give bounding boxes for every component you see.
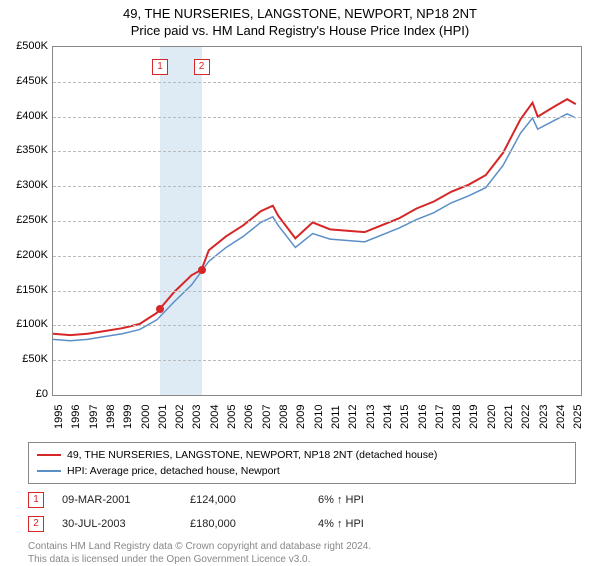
attribution: Contains HM Land Registry data © Crown c… xyxy=(28,540,576,566)
x-axis-label: 2025 xyxy=(572,405,584,429)
series-line-price_paid xyxy=(53,99,576,335)
y-axis-label: £0 xyxy=(36,388,48,400)
chart-footer: 49, THE NURSERIES, LANGSTONE, NEWPORT, N… xyxy=(28,442,576,566)
gridline xyxy=(53,186,581,187)
x-axis-label: 2001 xyxy=(157,405,169,429)
sale-row: 2 30-JUL-2003 £180,000 4% ↑ HPI xyxy=(28,516,576,532)
sale-marker-flag: 1 xyxy=(152,59,168,75)
x-axis-label: 2019 xyxy=(468,405,480,429)
x-axis-label: 2018 xyxy=(451,405,463,429)
title-subtitle: Price paid vs. HM Land Registry's House … xyxy=(0,23,600,40)
chart-container: 49, THE NURSERIES, LANGSTONE, NEWPORT, N… xyxy=(0,0,600,560)
y-axis-label: £400K xyxy=(16,110,48,122)
x-axis-label: 1997 xyxy=(88,405,100,429)
y-axis-label: £450K xyxy=(16,75,48,87)
x-axis-label: 2023 xyxy=(538,405,550,429)
x-axis-label: 2020 xyxy=(486,405,498,429)
legend-swatch xyxy=(37,454,61,456)
x-axis-label: 2005 xyxy=(226,405,238,429)
gridline xyxy=(53,151,581,152)
y-axis-label: £350K xyxy=(16,144,48,156)
x-axis-label: 2012 xyxy=(347,405,359,429)
sale-date: 30-JUL-2003 xyxy=(62,518,172,530)
sale-point-marker xyxy=(156,305,164,313)
sale-point-marker xyxy=(198,266,206,274)
x-axis-label: 2014 xyxy=(382,405,394,429)
x-axis-label: 2010 xyxy=(313,405,325,429)
legend: 49, THE NURSERIES, LANGSTONE, NEWPORT, N… xyxy=(28,442,576,484)
sale-marker-icon: 1 xyxy=(28,492,44,508)
x-axis-label: 2017 xyxy=(434,405,446,429)
x-axis-label: 2009 xyxy=(295,405,307,429)
x-axis-label: 1996 xyxy=(70,405,82,429)
y-axis-label: £250K xyxy=(16,214,48,226)
y-axis-label: £200K xyxy=(16,249,48,261)
x-axis-label: 2021 xyxy=(503,405,515,429)
legend-label: 49, THE NURSERIES, LANGSTONE, NEWPORT, N… xyxy=(67,449,437,461)
x-axis-label: 2022 xyxy=(520,405,532,429)
legend-row: 49, THE NURSERIES, LANGSTONE, NEWPORT, N… xyxy=(37,447,567,463)
gridline xyxy=(53,325,581,326)
gridline xyxy=(53,117,581,118)
sale-row: 1 09-MAR-2001 £124,000 6% ↑ HPI xyxy=(28,492,576,508)
x-axis-label: 1995 xyxy=(53,405,65,429)
x-axis-label: 2000 xyxy=(140,405,152,429)
sale-marker-flag: 2 xyxy=(194,59,210,75)
sale-delta: 6% ↑ HPI xyxy=(318,494,364,506)
attribution-line: Contains HM Land Registry data © Crown c… xyxy=(28,540,576,553)
x-axis-label: 2004 xyxy=(209,405,221,429)
legend-row: HPI: Average price, detached house, Newp… xyxy=(37,463,567,479)
gridline xyxy=(53,291,581,292)
title-address: 49, THE NURSERIES, LANGSTONE, NEWPORT, N… xyxy=(0,6,600,23)
gridline xyxy=(53,256,581,257)
title-block: 49, THE NURSERIES, LANGSTONE, NEWPORT, N… xyxy=(0,0,600,40)
x-axis-label: 2008 xyxy=(278,405,290,429)
x-axis-label: 2007 xyxy=(261,405,273,429)
x-axis-label: 2002 xyxy=(174,405,186,429)
legend-swatch xyxy=(37,470,61,472)
x-axis-label: 1998 xyxy=(105,405,117,429)
sale-delta: 4% ↑ HPI xyxy=(318,518,364,530)
y-axis-label: £500K xyxy=(16,40,48,52)
x-axis-label: 2016 xyxy=(417,405,429,429)
x-axis-label: 2013 xyxy=(365,405,377,429)
x-axis-label: 2003 xyxy=(191,405,203,429)
sale-marker-icon: 2 xyxy=(28,516,44,532)
legend-label: HPI: Average price, detached house, Newp… xyxy=(67,465,280,477)
gridline xyxy=(53,221,581,222)
x-axis-label: 2006 xyxy=(243,405,255,429)
y-axis-label: £300K xyxy=(16,179,48,191)
x-axis-label: 2011 xyxy=(330,405,342,429)
x-axis-label: 2015 xyxy=(399,405,411,429)
gridline xyxy=(53,360,581,361)
sale-date: 09-MAR-2001 xyxy=(62,494,172,506)
y-axis-label: £50K xyxy=(22,353,48,365)
x-axis-label: 2024 xyxy=(555,405,567,429)
series-line-hpi xyxy=(53,114,576,341)
y-axis-label: £150K xyxy=(16,284,48,296)
chart-area: 1995199619971998199920002001200220032004… xyxy=(52,46,582,396)
x-axis-label: 1999 xyxy=(122,405,134,429)
gridline xyxy=(53,82,581,83)
sale-price: £180,000 xyxy=(190,518,300,530)
sale-price: £124,000 xyxy=(190,494,300,506)
y-axis-label: £100K xyxy=(16,318,48,330)
